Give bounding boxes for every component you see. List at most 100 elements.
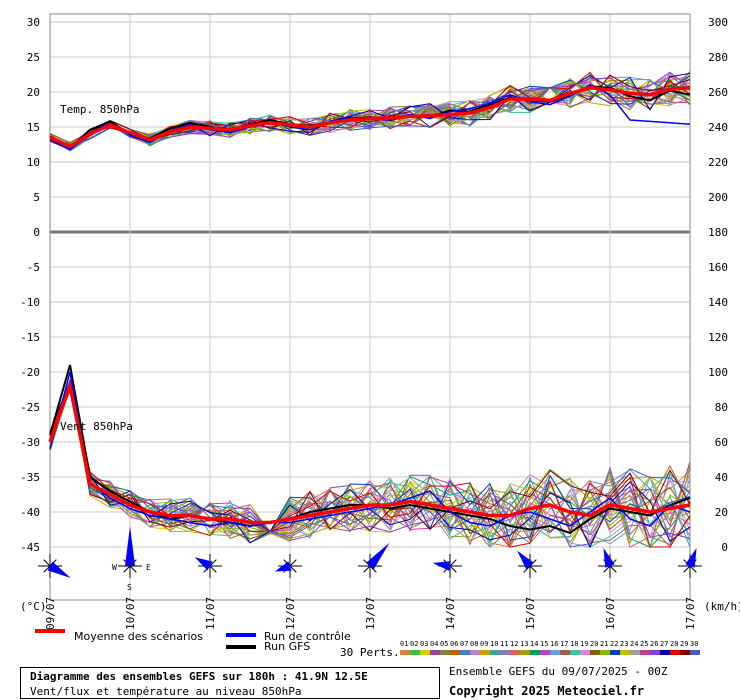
x-tick-label: 11/07 xyxy=(204,597,217,630)
compass-w: W xyxy=(112,563,117,572)
right-tick-label: 0 xyxy=(721,541,728,554)
member-number: 07 xyxy=(460,640,469,648)
left-tick-label: -20 xyxy=(20,366,40,379)
member-number: 06 xyxy=(450,640,459,648)
member-color-swatch xyxy=(400,650,410,655)
member-color-swatch xyxy=(470,650,480,655)
right-tick-label: 40 xyxy=(715,471,728,484)
x-tick-label: 15/07 xyxy=(524,597,537,630)
wind-compass xyxy=(38,554,71,578)
member-color-swatch xyxy=(590,650,600,655)
right-tick-label: 260 xyxy=(708,86,728,99)
wind-compass xyxy=(118,526,142,578)
left-tick-label: -40 xyxy=(20,506,40,519)
member-color-swatch xyxy=(440,650,450,655)
footer-subtitle: Vent/flux et température au niveau 850hP… xyxy=(30,685,302,698)
compass-e: E xyxy=(146,563,151,572)
right-tick-label: 120 xyxy=(708,331,728,344)
member-color-swatch xyxy=(520,650,530,655)
member-number: 10 xyxy=(490,640,499,648)
wind-direction-arrow xyxy=(685,547,697,568)
member-color-swatch xyxy=(690,650,700,655)
left-tick-label: -10 xyxy=(20,296,40,309)
member-color-swatch xyxy=(620,650,630,655)
member-color-swatch xyxy=(610,650,620,655)
member-color-swatch xyxy=(660,650,670,655)
member-number: 11 xyxy=(500,640,509,648)
member-number: 22 xyxy=(610,640,619,648)
member-number: 23 xyxy=(620,640,629,648)
member-number: 05 xyxy=(440,640,449,648)
wind-direction-arrow xyxy=(517,550,534,570)
x-tick-label: 13/07 xyxy=(364,597,377,630)
member-color-swatch xyxy=(640,650,650,655)
member-color-swatch xyxy=(530,650,540,655)
main-series xyxy=(48,84,691,535)
member-color-swatch xyxy=(510,650,520,655)
member-number: 04 xyxy=(430,640,439,648)
wind-direction-arrow xyxy=(603,547,615,568)
wind-direction-row xyxy=(38,526,702,578)
wind-compass xyxy=(358,542,390,578)
member-color-swatch xyxy=(650,650,660,655)
wind-direction-arrow xyxy=(47,561,71,578)
temp-mean-line xyxy=(49,86,691,149)
member-number: 13 xyxy=(520,640,529,648)
member-number: 29 xyxy=(680,640,689,648)
right-tick-label: 80 xyxy=(715,401,728,414)
compass-s: S xyxy=(127,583,132,592)
members-label: 30 Perts. xyxy=(340,646,400,659)
member-number: 27 xyxy=(660,640,669,648)
x-tick-label: 14/07 xyxy=(444,597,457,630)
member-number: 17 xyxy=(560,640,569,648)
member-number: 14 xyxy=(530,640,539,648)
wind-mean-line xyxy=(48,379,691,525)
wind-member-line xyxy=(49,380,691,548)
control-swatch xyxy=(226,633,256,637)
member-color-bar xyxy=(400,650,700,655)
wind-direction-arrow xyxy=(274,561,292,572)
wind-compass xyxy=(678,547,702,578)
left-tick-label: -25 xyxy=(20,401,40,414)
x-tick-label: 09/07 xyxy=(44,597,57,630)
left-tick-label: 10 xyxy=(27,156,40,169)
mean-label: Moyenne des scénarios xyxy=(74,630,203,643)
left-tick-label: 15 xyxy=(27,121,40,134)
member-number: 28 xyxy=(670,640,679,648)
member-number: 19 xyxy=(580,640,589,648)
member-number: 09 xyxy=(480,640,489,648)
x-tick-label: 12/07 xyxy=(284,597,297,630)
mean-swatch xyxy=(35,629,65,633)
wind-compass xyxy=(598,547,622,578)
wind-compass xyxy=(274,554,302,578)
left-tick-label: 30 xyxy=(27,16,40,29)
member-number: 18 xyxy=(570,640,579,648)
x-tick-label: 16/07 xyxy=(604,597,617,630)
member-color-swatch xyxy=(560,650,570,655)
member-color-swatch xyxy=(460,650,470,655)
x-tick-label: 17/07 xyxy=(684,597,697,630)
wind-direction-arrow xyxy=(366,542,390,570)
member-number: 21 xyxy=(600,640,609,648)
wind-member-line xyxy=(49,380,691,540)
member-number: 08 xyxy=(470,640,479,648)
right-tick-label: 100 xyxy=(708,366,728,379)
run-info: Ensemble GEFS du 09/07/2025 - 00Z xyxy=(449,665,668,678)
right-tick-label: 180 xyxy=(708,226,728,239)
temp-member-line xyxy=(49,72,691,152)
member-color-swatch xyxy=(670,650,680,655)
member-color-swatch xyxy=(490,650,500,655)
left-tick-label: -5 xyxy=(27,261,40,274)
x-tick-label: 10/07 xyxy=(124,597,137,630)
member-color-swatch xyxy=(480,650,490,655)
wind-control-line xyxy=(49,371,691,527)
member-color-swatch xyxy=(630,650,640,655)
left-tick-label: 20 xyxy=(27,86,40,99)
wind-direction-arrow xyxy=(432,561,451,571)
member-number: 02 xyxy=(410,640,419,648)
copyright: Copyright 2025 Meteociel.fr xyxy=(449,684,645,698)
member-number: 26 xyxy=(650,640,659,648)
footer-box: Diagramme des ensembles GEFS sur 180h : … xyxy=(20,667,440,699)
member-number: 15 xyxy=(540,640,549,648)
